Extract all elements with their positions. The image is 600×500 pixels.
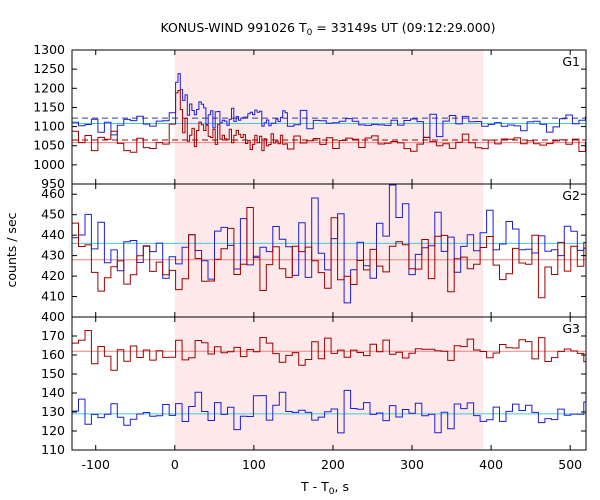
panel-g3: 110 120 130 140 150 160 170 G3	[41, 316, 587, 457]
y-tick-label: 170	[41, 328, 65, 343]
y-tick-label: 440	[41, 227, 65, 242]
chart-title-main: KONUS-WIND 991026 T	[160, 20, 306, 35]
y-tick-label: 450	[41, 207, 65, 222]
panel-g1: 950 1000 1050 1100 1150 1200 1250 1300 G1	[33, 42, 587, 191]
plot-layer: 9501000105011001150120012501300G14004104…	[33, 42, 587, 472]
red-series	[72, 330, 586, 371]
panel-frame	[71, 316, 587, 451]
y-tick-label: 1150	[33, 99, 65, 114]
chart-title-rest: = 33149s UT (09:12:29.000)	[312, 20, 495, 35]
x-tick-label: -100	[82, 457, 110, 472]
x-tick-label: 0	[171, 457, 179, 472]
y-tick-label: 410	[41, 289, 65, 304]
y-tick-label: 110	[41, 442, 65, 457]
panel-label: G1	[562, 54, 580, 69]
chart-title-subscript: 0	[307, 28, 313, 38]
panel-label: G3	[562, 321, 580, 336]
blue-series	[72, 73, 586, 138]
chart-title: KONUS-WIND 991026 T0 = 33149s UT (09:12:…	[160, 20, 495, 38]
y-tick-label: 1050	[33, 138, 65, 153]
red-series	[72, 207, 586, 299]
y-tick-label: 1200	[33, 80, 65, 95]
y-axis-label: counts / sec	[4, 212, 19, 287]
y-tick-label: 140	[41, 385, 65, 400]
x-axis-label-main: T - T	[300, 479, 329, 494]
y-tick-label: 130	[41, 404, 65, 419]
x-tick-label: 400	[479, 457, 503, 472]
panel-g2: 400 410 420 430 440 450 460 G2	[41, 183, 587, 324]
x-tick-label: 100	[242, 457, 266, 472]
y-tick-label: 150	[41, 366, 65, 381]
x-tick-label: 300	[400, 457, 424, 472]
x-tick-label: 200	[321, 457, 345, 472]
y-tick-label: 400	[41, 309, 65, 324]
shaded-interval	[174, 50, 484, 184]
x-axis-label-subscript: 0	[329, 487, 335, 497]
x-axis-label: T - T0, s	[300, 479, 349, 497]
panel-label: G2	[562, 188, 580, 203]
blue-series	[72, 389, 586, 434]
y-tick-label: 1300	[33, 42, 65, 57]
y-tick-label: 120	[41, 423, 65, 438]
y-tick-label: 1250	[33, 61, 65, 76]
x-tick-label: 500	[558, 457, 582, 472]
shaded-interval	[174, 184, 484, 317]
y-tick-label: 1000	[33, 157, 65, 172]
y-tick-label: 1100	[33, 119, 65, 134]
y-tick-label: 160	[41, 347, 65, 362]
shaded-interval	[174, 317, 484, 450]
y-tick-label: 430	[41, 248, 65, 263]
x-axis-label-rest: , s	[335, 479, 349, 494]
y-tick-label: 950	[41, 176, 65, 191]
red-series	[72, 90, 586, 153]
y-tick-label: 460	[41, 186, 65, 201]
y-tick-label: 420	[41, 268, 65, 283]
